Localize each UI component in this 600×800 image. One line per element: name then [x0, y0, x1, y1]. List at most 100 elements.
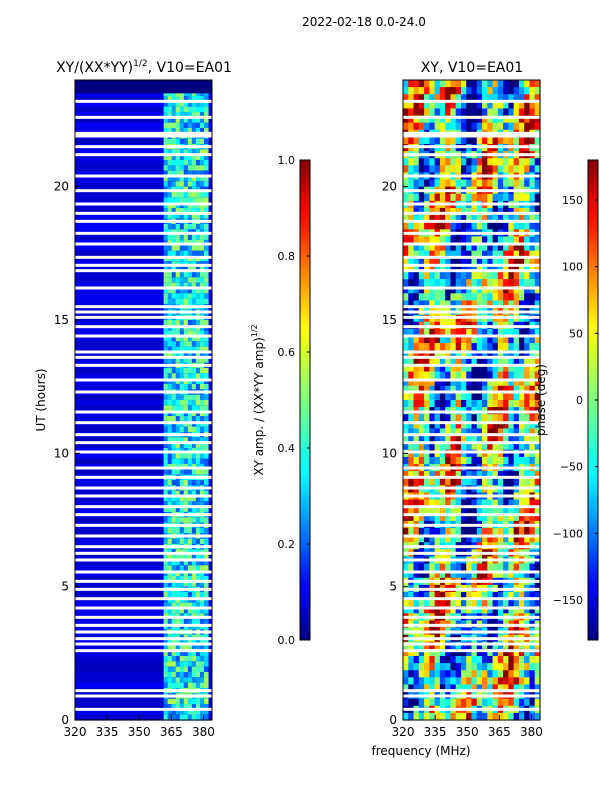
amplitude-cell — [203, 624, 209, 630]
phase-cell — [518, 435, 525, 444]
amplitude-cell — [199, 426, 205, 433]
phase-cell — [445, 122, 452, 131]
phase-cell — [445, 435, 452, 444]
colorbar-tick-label: −100 — [553, 527, 583, 540]
amplitude-cell — [187, 202, 193, 209]
phase-cell — [429, 236, 436, 245]
phase-cell — [476, 286, 483, 294]
phase-cell — [408, 243, 415, 252]
amplitude-cell — [183, 181, 189, 188]
amplitude-gap-row — [75, 466, 212, 470]
phase-cell — [439, 499, 446, 508]
amplitude-cell — [171, 128, 177, 134]
phase-gap-row — [403, 131, 540, 135]
phase-cell — [445, 513, 452, 522]
phase-cell — [460, 264, 467, 273]
amplitude-cell — [199, 400, 205, 406]
amplitude-cell — [171, 282, 177, 289]
phase-cell — [466, 115, 473, 124]
phase-cell — [413, 528, 420, 536]
amplitude-cell — [203, 405, 209, 412]
amplitude-cell — [195, 192, 201, 198]
phase-cell — [534, 87, 541, 95]
phase-cell — [482, 478, 488, 486]
amplitude-cell — [199, 618, 205, 625]
amplitude-cell — [187, 496, 193, 502]
amplitude-cell — [195, 469, 201, 476]
phase-cell — [424, 421, 430, 430]
phase-cell — [524, 456, 531, 465]
phase-cell — [424, 563, 430, 572]
phase-cell — [508, 158, 515, 166]
phase-cell — [524, 115, 531, 124]
phase-cell — [408, 421, 415, 430]
phase-cell — [503, 698, 509, 707]
phase-cell — [445, 94, 452, 102]
phase-cell — [503, 243, 509, 252]
phase-cell — [518, 179, 525, 188]
phase-cell — [439, 101, 446, 110]
amplitude-cell — [171, 437, 177, 444]
phase-cell — [487, 535, 494, 543]
phase-cell — [429, 179, 436, 188]
amplitude-cell — [203, 346, 209, 353]
phase-cell — [524, 371, 531, 380]
phase-cell — [450, 115, 457, 124]
phase-cell — [466, 243, 473, 252]
amplitude-cell — [163, 320, 169, 326]
phase-cell — [492, 677, 499, 686]
phase-cell — [534, 442, 541, 451]
amplitude-cell — [195, 560, 201, 566]
phase-cell — [466, 122, 473, 131]
phase-cell — [466, 371, 473, 380]
phase-cell — [466, 257, 473, 266]
phase-cell — [429, 343, 436, 351]
amplitude-cell — [183, 709, 189, 716]
phase-cell — [534, 222, 541, 230]
phase-cell — [408, 179, 415, 188]
amplitude-cell — [163, 458, 169, 465]
amplitude-cell — [163, 357, 169, 364]
amplitude-cell — [195, 165, 201, 172]
amplitude-cell — [199, 197, 205, 204]
phase-cell — [455, 136, 462, 145]
phase-cell — [503, 663, 509, 671]
amplitude-cell — [179, 277, 185, 284]
phase-cell — [487, 570, 494, 579]
phase-cell — [434, 378, 441, 387]
amplitude-cell — [203, 320, 209, 326]
amplitude-cell — [191, 565, 197, 572]
phase-gap-row — [403, 355, 540, 359]
amplitude-cell — [171, 394, 177, 401]
phase-cell — [487, 136, 494, 145]
amplitude-cell — [191, 570, 197, 577]
phase-cell — [455, 364, 462, 373]
phase-cell — [403, 193, 409, 202]
amplitude-cell — [171, 384, 177, 390]
amplitude-cell — [203, 298, 209, 305]
phase-cell — [434, 165, 441, 174]
phase-cell — [476, 563, 483, 572]
phase-cell — [476, 215, 483, 223]
phase-cell — [503, 442, 509, 451]
amplitude-cell — [195, 368, 201, 374]
amplitude-cell — [163, 501, 169, 508]
amplitude-cell — [175, 624, 181, 630]
phase-cell — [450, 499, 457, 508]
amplitude-cell — [187, 517, 193, 524]
phase-cell — [524, 414, 531, 422]
phase-cell — [471, 272, 478, 280]
phase-cell — [508, 570, 515, 579]
amplitude-cell — [163, 176, 169, 182]
phase-cell — [418, 272, 425, 280]
phase-cell — [408, 449, 415, 458]
phase-cell — [413, 435, 420, 444]
phase-cell — [466, 528, 473, 536]
amplitude-cell-band — [75, 298, 212, 305]
amplitude-cell-band — [75, 624, 212, 630]
phase-cell — [508, 343, 515, 351]
phase-cell — [434, 648, 441, 657]
phase-cell — [518, 122, 525, 131]
amplitude-cell — [199, 213, 205, 220]
